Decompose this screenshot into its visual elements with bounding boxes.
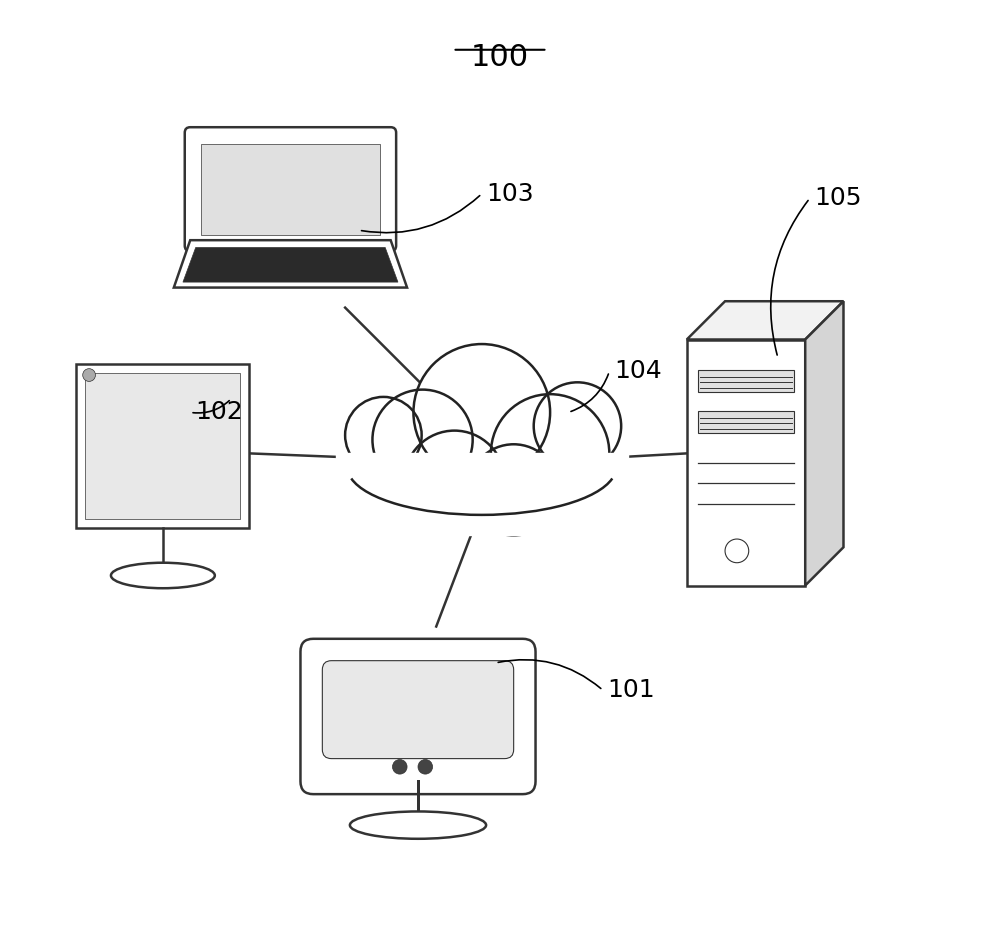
Circle shape: [345, 397, 422, 474]
Text: 105: 105: [814, 186, 862, 210]
Circle shape: [491, 394, 609, 512]
Bar: [85, 373, 240, 519]
Text: 101: 101: [608, 678, 655, 702]
Text: 104: 104: [614, 360, 662, 383]
Polygon shape: [174, 240, 407, 288]
Circle shape: [404, 431, 505, 531]
Text: 102: 102: [195, 401, 243, 425]
Circle shape: [534, 382, 621, 470]
Ellipse shape: [350, 811, 486, 839]
Circle shape: [392, 759, 407, 774]
FancyBboxPatch shape: [322, 660, 514, 758]
Circle shape: [83, 369, 95, 381]
Bar: [76, 364, 249, 528]
Polygon shape: [805, 302, 843, 586]
Bar: [687, 339, 805, 586]
Circle shape: [468, 444, 559, 536]
Ellipse shape: [111, 562, 215, 588]
Text: 103: 103: [486, 181, 534, 205]
Polygon shape: [183, 248, 398, 282]
Bar: [698, 412, 794, 433]
Circle shape: [372, 389, 473, 490]
Circle shape: [725, 539, 749, 562]
Bar: [201, 143, 380, 235]
FancyBboxPatch shape: [300, 639, 536, 795]
FancyBboxPatch shape: [185, 128, 396, 251]
Bar: [698, 371, 794, 392]
Text: 100: 100: [471, 43, 529, 72]
Bar: [336, 453, 628, 536]
Circle shape: [413, 344, 550, 481]
Circle shape: [418, 759, 433, 774]
Polygon shape: [687, 302, 843, 339]
